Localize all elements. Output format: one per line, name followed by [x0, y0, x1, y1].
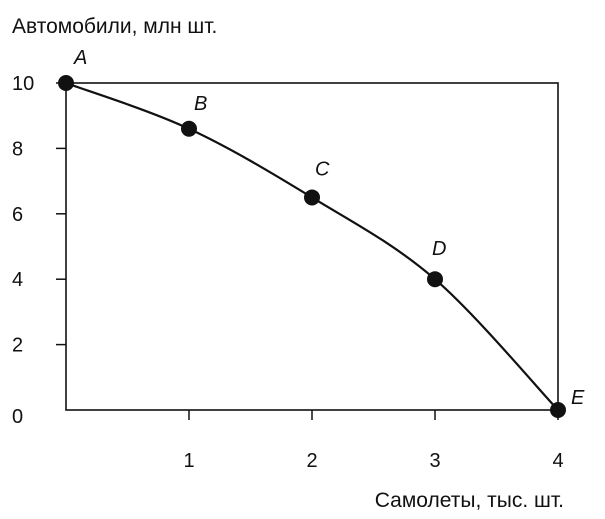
data-point-b [181, 120, 197, 137]
y-axis-title: Автомобили, млн шт. [12, 15, 217, 38]
ppf-curve [65, 81, 559, 411]
y-tick-label: 10 [12, 73, 34, 95]
point-label-e: E [571, 387, 585, 409]
data-point-d [427, 271, 443, 288]
point-label-b: B [194, 93, 207, 115]
plot-frame [65, 82, 559, 411]
x-tick-label: 2 [306, 450, 317, 472]
x-axis-ticks: 1 2 3 4 [183, 410, 564, 472]
y-tick-label: 2 [12, 335, 23, 357]
y-tick-label: 8 [12, 138, 23, 160]
x-axis-title: Самолеты, тыс. шт. [375, 489, 564, 512]
data-point-e [550, 402, 566, 418]
ppf-curve-layer [65, 81, 559, 411]
data-points-layer: A B C D E [58, 47, 585, 418]
x-tick-label: 3 [429, 450, 440, 472]
point-label-d: D [432, 238, 446, 260]
y-tick-label: 6 [12, 204, 23, 226]
point-label-c: C [315, 158, 330, 180]
x-tick-label: 4 [552, 450, 563, 472]
data-point-a [58, 75, 74, 91]
y-tick-label: 4 [12, 269, 23, 291]
y-tick-label: 0 [12, 406, 23, 428]
data-point-c [304, 189, 320, 206]
x-tick-label: 1 [183, 450, 194, 472]
point-label-a: A [73, 47, 87, 69]
y-axis-ticks: 0 2 4 6 8 10 [12, 73, 66, 428]
